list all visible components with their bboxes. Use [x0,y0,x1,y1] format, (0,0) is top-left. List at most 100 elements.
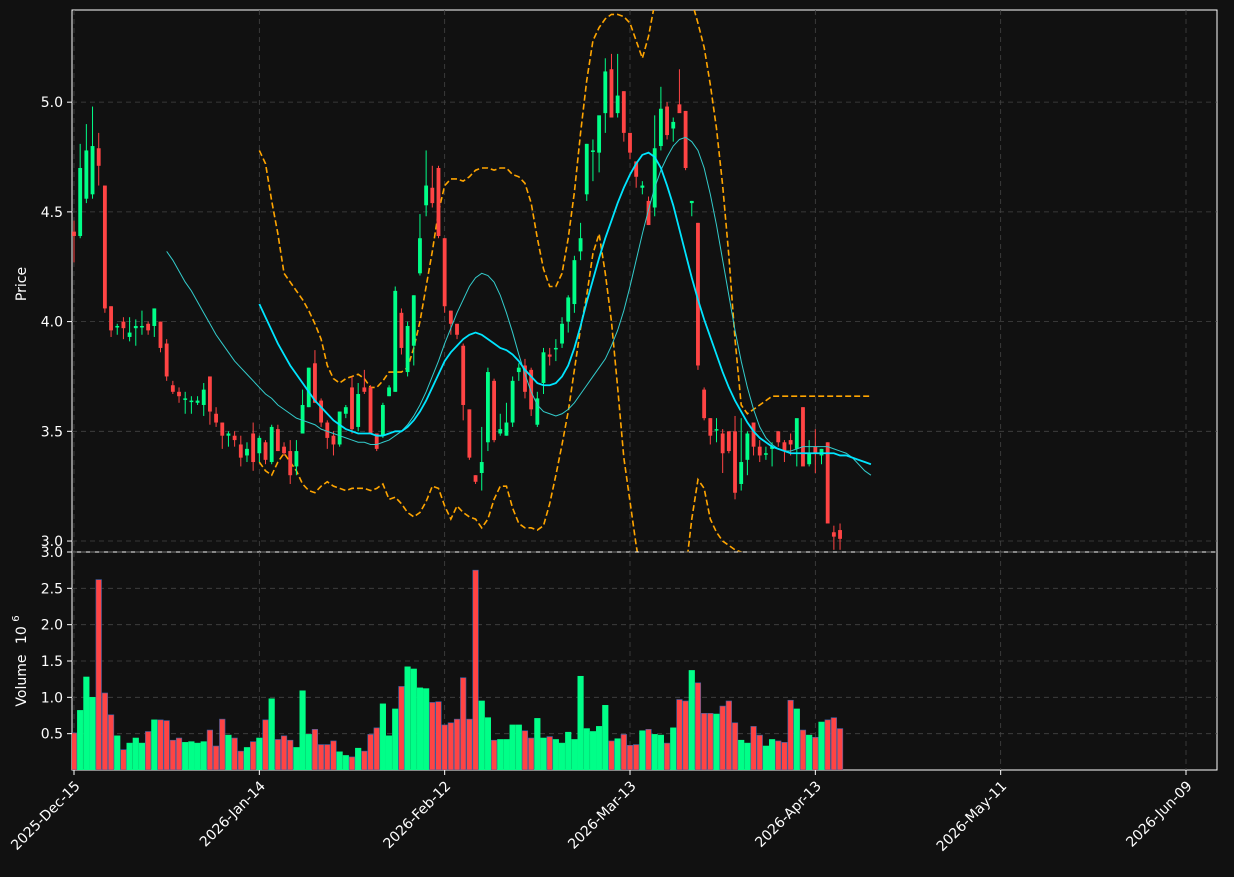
candle-body [807,453,812,465]
candle-body [547,354,552,357]
volume-bar [509,724,516,770]
volume-bar [243,747,251,770]
volume-tick-label: 2.5 [41,581,63,597]
volume-bar [460,677,467,770]
candle-body [529,369,534,410]
candle-body [214,413,219,423]
volume-bar [163,720,170,770]
volume-bar [713,713,720,770]
bollinger-bands [258,10,871,552]
volume-bar [540,737,547,770]
candle-body [825,442,830,524]
volume-bar [738,739,745,770]
candle-body [720,433,725,454]
volume-tick-label: 0.5 [41,727,63,743]
volume-bar [521,730,529,770]
volume-bar [404,666,411,770]
candle-body [430,187,435,204]
volume-bar [725,700,732,770]
volume-bar [787,699,794,770]
candle-body [374,433,379,449]
candle-body [201,389,206,405]
candle-body [677,104,682,114]
volume-bar [565,731,572,770]
candle-body [819,448,824,456]
candle-body [467,409,472,458]
candle-body [127,332,132,337]
candle-body [245,448,249,456]
volume-axis-exponent: 6 [11,615,22,621]
candle-body [325,422,330,438]
candle-body [72,231,76,237]
candle-body [294,451,299,467]
candle-body [763,453,768,455]
volume-bar [145,731,152,770]
candle-body [788,440,793,445]
band-upper-line [258,10,871,415]
volume-bar [608,740,615,770]
candle-body [510,380,515,423]
volume-bar [169,739,176,770]
volume-bar [361,750,368,770]
volume-bar [577,675,584,770]
volume-tick-label: 1.5 [41,654,63,670]
volume-bar [731,722,739,770]
volume-bar [336,751,343,770]
volume-bar [484,717,491,770]
volume-bar [806,734,813,770]
candle-body [170,385,175,392]
volume-bar [231,737,238,770]
volume-bar [447,722,454,770]
ma-slow-line [258,151,872,466]
candle-body [745,433,750,460]
volume-panel: 0.5 1.0 1.5 2.0 2.5 3.0 Volume 10 6 [11,545,1218,771]
candle-body [90,146,95,195]
candle-body [226,433,231,436]
volume-bar [478,700,485,770]
volume-bar [429,702,436,770]
candle-body [492,380,497,441]
volume-bar [182,742,189,770]
candle-body [455,323,459,335]
volume-bar [219,718,226,770]
volume-bar [781,742,788,770]
price-tick-label: 4.0 [41,315,63,331]
candle-body [263,442,268,460]
volume-bar [200,741,207,770]
candle-body [319,400,324,423]
volume-bar [151,719,158,770]
volume-bar [126,742,133,770]
volume-bar [138,742,146,770]
volume-bar [707,713,714,770]
candle-body [257,437,262,454]
volume-bar [812,736,819,770]
volume-bar [305,734,312,770]
candle-body [591,150,595,152]
candle-body [362,387,367,392]
candle-body [115,325,120,328]
candle-body [350,387,354,430]
candle-body [838,530,842,539]
candle-body [597,115,602,153]
candle-body [615,95,620,114]
volume-bar [373,727,380,770]
candle-body [689,200,694,204]
candle-body [801,407,805,467]
candle-body [516,367,521,373]
volume-bar [663,742,671,770]
volume-bar [744,742,751,770]
volume-bar [250,741,257,770]
volume-bar [633,744,640,770]
volume-bar [101,692,108,770]
volume-bar [299,690,306,770]
candle-body [751,422,756,447]
volume-bar [682,700,689,770]
volume-bar [750,726,757,770]
volume-bar [762,745,769,770]
volume-bar [515,724,522,770]
volume-tick-label: 3.0 [41,545,63,561]
candle-body [269,426,274,463]
candle-body [96,148,101,166]
candle-body [300,404,305,434]
candle-body [356,394,361,427]
